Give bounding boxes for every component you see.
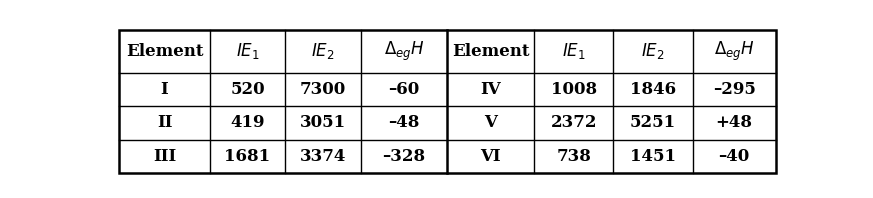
Text: 3051: 3051: [300, 114, 346, 131]
Text: 738: 738: [556, 148, 591, 165]
Text: 2372: 2372: [551, 114, 597, 131]
Text: V: V: [485, 114, 498, 131]
Text: $\mathit{IE}_1$: $\mathit{IE}_1$: [236, 41, 259, 61]
Text: III: III: [153, 148, 176, 165]
Text: Element: Element: [126, 43, 203, 60]
Text: $\Delta_{eg}H$: $\Delta_{eg}H$: [384, 40, 424, 63]
Text: 7300: 7300: [299, 81, 346, 98]
Text: –60: –60: [388, 81, 420, 98]
Text: +48: +48: [716, 114, 753, 131]
Text: –40: –40: [718, 148, 750, 165]
Text: VI: VI: [480, 148, 501, 165]
Text: 1846: 1846: [630, 81, 676, 98]
Text: 1681: 1681: [224, 148, 271, 165]
Text: –295: –295: [712, 81, 755, 98]
Text: Element: Element: [452, 43, 530, 60]
Text: IV: IV: [480, 81, 501, 98]
Text: 520: 520: [230, 81, 265, 98]
Text: 5251: 5251: [630, 114, 676, 131]
Text: $\mathit{IE}_2$: $\mathit{IE}_2$: [311, 41, 334, 61]
Text: –328: –328: [382, 148, 426, 165]
Text: 3374: 3374: [299, 148, 346, 165]
Text: II: II: [157, 114, 172, 131]
Text: 1008: 1008: [551, 81, 597, 98]
Text: –48: –48: [388, 114, 420, 131]
Text: 1451: 1451: [630, 148, 676, 165]
Text: 419: 419: [230, 114, 265, 131]
Text: $\Delta_{eg}H$: $\Delta_{eg}H$: [714, 40, 754, 63]
Text: $\mathit{IE}_1$: $\mathit{IE}_1$: [562, 41, 586, 61]
Text: $\mathit{IE}_2$: $\mathit{IE}_2$: [641, 41, 665, 61]
Text: I: I: [161, 81, 168, 98]
